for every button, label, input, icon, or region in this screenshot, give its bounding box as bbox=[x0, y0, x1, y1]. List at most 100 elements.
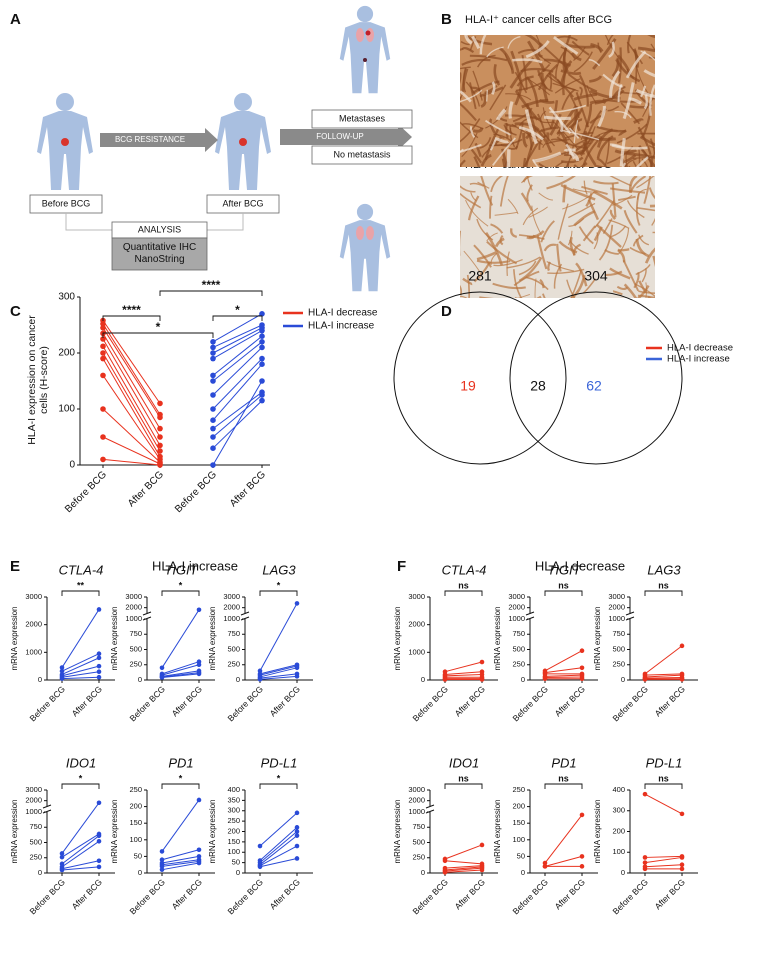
ihc-fiber bbox=[514, 71, 528, 94]
ihc-fiber bbox=[553, 36, 579, 55]
significance-label: **** bbox=[202, 278, 221, 292]
pair-line bbox=[444, 865, 483, 869]
point bbox=[196, 854, 202, 859]
lung-icon bbox=[366, 226, 374, 240]
y-tick-label: 200 bbox=[227, 826, 240, 835]
ihc-fiber bbox=[466, 274, 471, 298]
ihc-fiber bbox=[612, 290, 623, 296]
point bbox=[59, 665, 65, 670]
ihc-fiber bbox=[520, 192, 533, 212]
y-axis-label: mRNA expression bbox=[10, 799, 19, 863]
ihc-fiber bbox=[649, 84, 655, 116]
pair-line bbox=[259, 664, 298, 675]
box-label: Before BCG bbox=[42, 198, 91, 208]
ihc-fiber bbox=[490, 252, 498, 265]
ihc-fiber bbox=[598, 224, 614, 261]
ihc-fiber bbox=[636, 176, 655, 189]
point bbox=[196, 671, 202, 677]
axis-break bbox=[42, 804, 52, 809]
ihc-fiber bbox=[627, 35, 632, 54]
ihc-fiber bbox=[455, 208, 457, 220]
point bbox=[196, 662, 202, 668]
ihc-fiber bbox=[552, 121, 579, 150]
ihc-fiber bbox=[538, 134, 547, 150]
significance-label: * bbox=[277, 580, 281, 590]
ihc-fiber bbox=[469, 182, 484, 187]
ihc-fiber bbox=[641, 268, 647, 283]
y-axis-label: mRNA expression bbox=[208, 606, 217, 670]
point bbox=[196, 607, 202, 613]
y-tick-label: 500 bbox=[29, 837, 42, 846]
ihc-fiber bbox=[505, 93, 532, 101]
ihc-fiber bbox=[611, 225, 627, 238]
point bbox=[59, 854, 65, 860]
set-size: 281 bbox=[468, 268, 492, 284]
x-tick-label: Before BCG bbox=[173, 469, 219, 515]
ihc-fiber bbox=[486, 240, 518, 265]
pair-line bbox=[161, 799, 200, 852]
ihc-fiber bbox=[608, 41, 615, 58]
pair-line bbox=[259, 831, 298, 864]
unique-count: 19 bbox=[460, 378, 476, 394]
point bbox=[294, 825, 300, 830]
pair-line bbox=[102, 436, 161, 465]
ihc-fiber bbox=[460, 102, 477, 122]
x-tick-label: Before BCG bbox=[128, 684, 167, 723]
ihc-fiber bbox=[479, 137, 492, 149]
ihc-fiber bbox=[525, 102, 538, 140]
pair-line bbox=[644, 864, 683, 868]
panel-title: HLA-I decrease bbox=[535, 558, 625, 573]
ihc-fiber bbox=[465, 81, 481, 107]
point bbox=[679, 866, 685, 872]
ihc-fiber bbox=[604, 31, 618, 32]
ihc-fiber bbox=[462, 67, 467, 93]
ihc-fiber bbox=[570, 270, 582, 298]
ihc-fiber bbox=[472, 70, 483, 101]
pair-line bbox=[161, 673, 200, 679]
ihc-fiber bbox=[503, 124, 517, 136]
ihc-fiber bbox=[589, 99, 607, 105]
ihc-fiber bbox=[609, 143, 625, 150]
ihc-fiber bbox=[563, 148, 576, 153]
y-tick-label: 250 bbox=[412, 853, 425, 862]
x-tick-label: After BCG bbox=[170, 684, 204, 718]
ihc-fiber bbox=[567, 73, 598, 93]
ihc-fiber bbox=[562, 184, 567, 203]
chart-title: IDO1 bbox=[66, 755, 96, 770]
pair-line bbox=[212, 394, 263, 438]
ihc-fiber bbox=[618, 129, 627, 137]
y-tick-label: 200 bbox=[512, 802, 525, 811]
pair-line bbox=[259, 835, 298, 866]
legend-label: HLA-I decrease bbox=[308, 308, 378, 319]
ihc-fiber bbox=[506, 149, 511, 167]
significance-bracket bbox=[102, 332, 214, 338]
y-tick-label: 50 bbox=[517, 851, 525, 860]
ihc-fiber bbox=[455, 301, 474, 318]
ihc-fiber bbox=[579, 86, 583, 97]
ihc-fiber bbox=[635, 156, 649, 167]
point bbox=[159, 675, 165, 680]
ihc-fiber bbox=[624, 158, 637, 167]
x-tick-label: Before BCG bbox=[611, 684, 650, 723]
ihc-fiber bbox=[501, 158, 506, 167]
pair-line bbox=[644, 677, 683, 679]
significance-label: * bbox=[79, 773, 83, 783]
significance-label: * bbox=[156, 320, 161, 334]
y-tick-label: 200 bbox=[612, 826, 625, 835]
venn-circle bbox=[509, 291, 683, 465]
ihc-fiber bbox=[470, 192, 477, 202]
ihc-fiber bbox=[525, 276, 549, 291]
ihc-fiber bbox=[540, 72, 549, 103]
pair-line bbox=[102, 458, 161, 466]
ihc-fiber bbox=[626, 299, 635, 321]
y-tick-label: 750 bbox=[29, 822, 42, 831]
ihc-fiber bbox=[622, 259, 640, 292]
ihc-fiber bbox=[547, 261, 551, 272]
y-tick-label: 100 bbox=[129, 835, 142, 844]
y-tick-label: 0 bbox=[421, 675, 425, 684]
y-tick-label: 3000 bbox=[25, 592, 42, 601]
ihc-fiber bbox=[507, 198, 519, 215]
ihc-fiber bbox=[575, 262, 588, 287]
pair-line bbox=[644, 645, 683, 675]
y-tick-label: 2000 bbox=[408, 796, 425, 805]
